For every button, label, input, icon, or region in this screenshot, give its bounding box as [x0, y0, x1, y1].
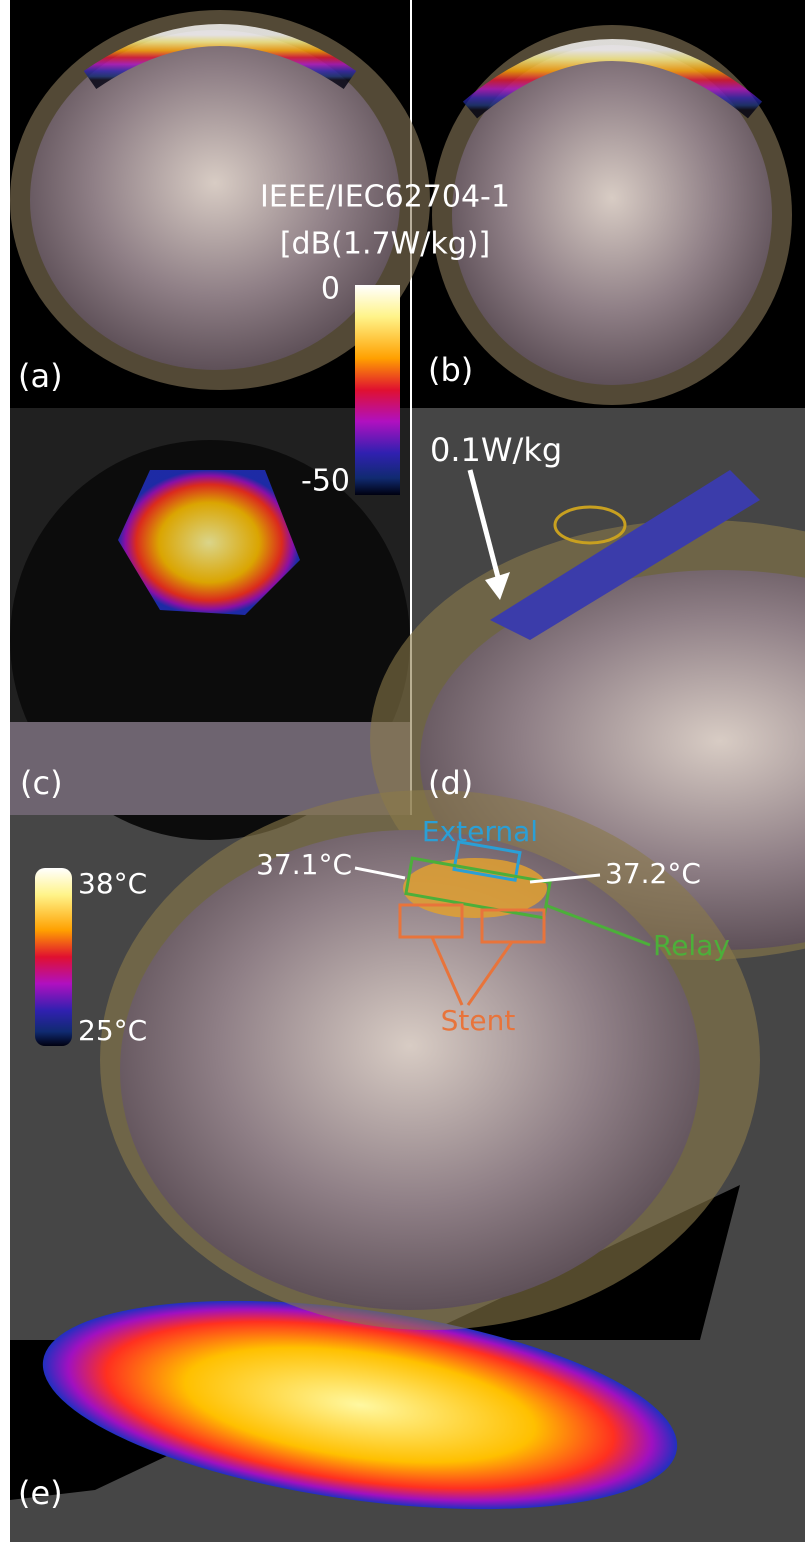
panel-label: (b) — [428, 351, 473, 389]
temp-colorbar — [35, 868, 72, 1046]
annotation: 0.1W/kg — [430, 431, 562, 469]
colorbar-unit: [dB(1.7W/kg)] — [280, 227, 490, 262]
body: 0.1W/kg IEEE/IEC62704-1 [dB(1.7W/kg)] 0 … — [0, 0, 805, 1542]
colorbar-max: 0 — [321, 272, 340, 307]
panel-label: (e) — [18, 1474, 63, 1512]
panel-label: (d) — [428, 764, 473, 802]
label-relay: Relay — [653, 929, 730, 962]
colorbar-min: 25°C — [78, 1014, 147, 1047]
colorbar-title: IEEE/IEC62704-1 — [260, 180, 510, 215]
label-stent: Stent — [441, 1004, 516, 1037]
colorbar-max: 38°C — [78, 867, 147, 900]
page: Simulation figure {"panels": {"a": "(a)"… — [0, 0, 805, 1542]
panel-label: (c) — [20, 764, 63, 802]
label-external: External — [422, 815, 538, 848]
panel-label: (a) — [18, 357, 63, 395]
brain — [120, 830, 700, 1310]
colorbar-min: -50 — [301, 464, 350, 499]
figure: 0.1W/kg IEEE/IEC62704-1 [dB(1.7W/kg)] 0 … — [0, 0, 805, 1542]
temp-right: 37.2°C — [605, 857, 701, 890]
sar-colorbar — [355, 285, 400, 495]
temp-left: 37.1°C — [256, 848, 352, 881]
